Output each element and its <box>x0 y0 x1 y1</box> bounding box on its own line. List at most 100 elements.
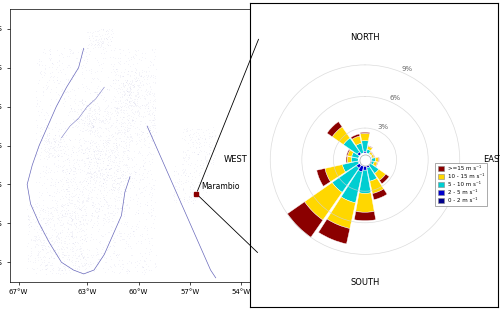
Point <box>141 259 149 264</box>
Point <box>80 213 88 218</box>
Point <box>48 271 56 276</box>
Point <box>44 155 52 160</box>
Point <box>78 207 86 212</box>
Point <box>180 170 188 175</box>
Point <box>85 128 93 133</box>
Point <box>78 233 86 239</box>
Point <box>200 161 207 166</box>
Point <box>98 50 106 55</box>
Point <box>59 147 67 152</box>
Point <box>50 161 58 166</box>
Point <box>70 157 78 162</box>
Point <box>126 131 134 136</box>
Point <box>79 264 87 269</box>
Point <box>24 213 32 218</box>
Point <box>42 220 50 225</box>
Point <box>146 59 154 64</box>
Point <box>115 175 123 180</box>
Point <box>88 109 96 114</box>
Point <box>124 118 132 123</box>
Point <box>71 265 79 270</box>
Point <box>115 228 123 233</box>
Point <box>87 138 95 143</box>
Point <box>46 70 54 75</box>
Point <box>40 145 48 150</box>
Point <box>71 123 79 128</box>
Point <box>60 135 68 140</box>
Point <box>24 216 32 221</box>
Point <box>49 78 57 83</box>
Point <box>132 104 140 109</box>
Point <box>86 48 94 53</box>
Point <box>52 190 60 195</box>
Point <box>88 236 96 241</box>
Point <box>39 247 47 252</box>
Point <box>46 165 54 170</box>
Point <box>70 171 78 176</box>
Point <box>130 117 138 122</box>
Point <box>60 71 68 76</box>
Point <box>126 92 134 97</box>
Point <box>86 174 94 179</box>
Point <box>132 223 140 228</box>
Bar <box>365 160 366 162</box>
Point <box>34 249 42 254</box>
Point <box>67 153 75 158</box>
Point <box>54 154 62 159</box>
Bar <box>332 127 350 145</box>
Point <box>84 175 92 180</box>
Point <box>60 220 68 225</box>
Point <box>93 69 101 74</box>
Point <box>82 198 90 203</box>
Point <box>62 205 70 210</box>
Point <box>81 89 89 94</box>
Point <box>56 239 64 244</box>
Point <box>84 180 92 185</box>
Point <box>92 166 100 171</box>
Point <box>85 113 93 118</box>
Point <box>46 52 54 57</box>
Point <box>103 27 111 32</box>
Point <box>126 121 134 126</box>
Point <box>82 220 90 225</box>
Point <box>119 148 127 153</box>
Point <box>54 69 62 74</box>
Point <box>30 217 38 222</box>
Point <box>194 136 202 141</box>
Point <box>116 61 124 66</box>
Point <box>81 99 89 104</box>
Point <box>124 231 132 236</box>
Point <box>123 77 131 82</box>
Point <box>81 267 89 272</box>
Point <box>97 184 105 189</box>
Point <box>85 34 93 39</box>
Point <box>211 140 219 145</box>
Point <box>88 170 96 175</box>
Point <box>121 172 129 177</box>
Point <box>62 233 70 239</box>
Point <box>40 147 48 152</box>
Point <box>102 243 110 248</box>
Point <box>147 207 155 212</box>
Point <box>146 118 154 123</box>
Point <box>146 89 154 94</box>
Point <box>54 128 62 133</box>
Point <box>34 108 42 113</box>
Point <box>88 69 96 74</box>
Point <box>138 152 146 157</box>
Point <box>73 110 81 115</box>
Point <box>190 170 198 175</box>
Point <box>88 128 96 133</box>
Point <box>44 137 52 142</box>
Point <box>51 144 59 149</box>
Point <box>99 140 107 145</box>
Point <box>148 90 156 95</box>
Point <box>60 202 68 207</box>
Point <box>76 221 84 226</box>
Point <box>68 266 76 271</box>
Point <box>190 150 198 155</box>
Point <box>59 264 67 269</box>
Point <box>128 252 136 257</box>
Point <box>94 261 102 266</box>
Point <box>186 132 194 137</box>
